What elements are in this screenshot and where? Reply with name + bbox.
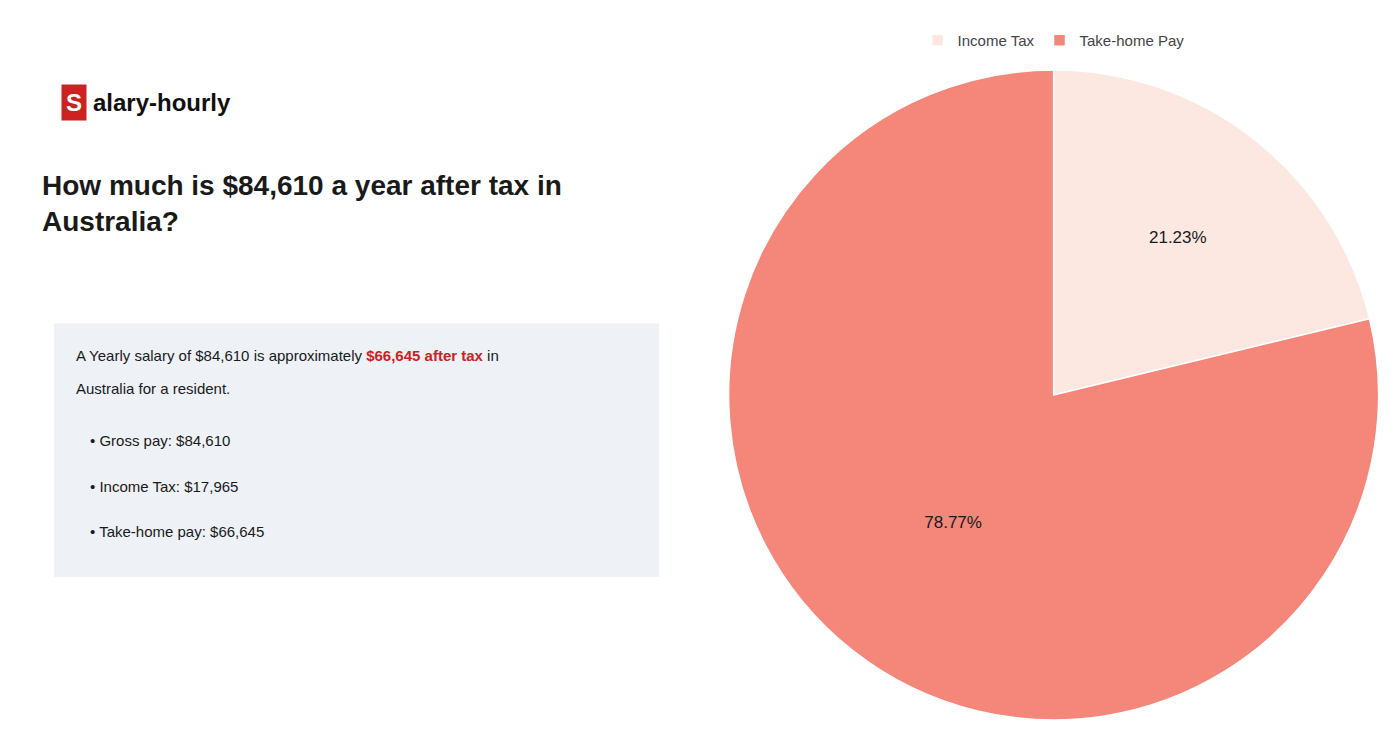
svg-text:S: S: [66, 89, 82, 116]
svg-text:Income Tax: Income Tax: [958, 32, 1035, 49]
svg-text:• Income Tax: $17,965: • Income Tax: $17,965: [90, 478, 238, 495]
svg-text:78.77%: 78.77%: [924, 513, 982, 532]
svg-text:A Yearly salary of $84,610 is: A Yearly salary of $84,610 is approximat…: [76, 347, 499, 364]
svg-text:• Take-home pay: $66,645: • Take-home pay: $66,645: [90, 523, 264, 540]
svg-text:21.23%: 21.23%: [1149, 228, 1207, 247]
svg-text:How much is $84,610 a year aft: How much is $84,610 a year after tax inA…: [42, 170, 562, 237]
svg-text:Australia for a resident.: Australia for a resident.: [76, 380, 230, 397]
svg-text:alary-hourly: alary-hourly: [93, 89, 231, 116]
svg-text:• Gross pay: $84,610: • Gross pay: $84,610: [90, 432, 230, 449]
svg-text:Take-home Pay: Take-home Pay: [1080, 32, 1185, 49]
